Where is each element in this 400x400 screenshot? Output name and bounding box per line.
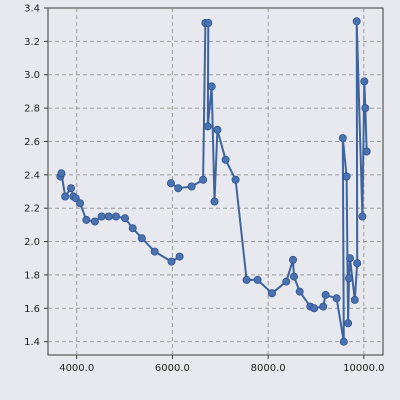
y-tick-label: 3.2 xyxy=(24,37,40,48)
data-point xyxy=(288,255,297,264)
data-point xyxy=(350,295,359,304)
data-point xyxy=(137,234,146,243)
y-tick-label: 2.4 xyxy=(24,170,40,181)
x-tick-label: 8000.0 xyxy=(251,363,286,374)
data-point xyxy=(166,179,175,188)
data-point xyxy=(361,104,370,113)
x-tick-label: 6000.0 xyxy=(155,363,190,374)
data-point xyxy=(253,275,262,284)
data-point xyxy=(76,199,85,208)
data-point xyxy=(203,122,212,131)
data-point xyxy=(362,147,371,156)
data-point xyxy=(319,302,328,311)
data-point xyxy=(175,252,184,261)
data-point xyxy=(174,184,183,193)
data-point xyxy=(221,155,230,164)
y-tick-label: 1.4 xyxy=(24,337,40,348)
data-point xyxy=(242,275,251,284)
data-point xyxy=(90,217,99,226)
y-tick-label: 3.0 xyxy=(24,70,40,81)
data-point xyxy=(150,247,159,256)
data-point xyxy=(71,194,80,203)
y-tick-label: 2.6 xyxy=(24,137,40,148)
data-point xyxy=(210,197,219,206)
data-point xyxy=(128,224,137,233)
data-point xyxy=(104,212,113,221)
data-point xyxy=(61,192,70,201)
data-point xyxy=(167,257,176,266)
data-point xyxy=(57,169,66,178)
data-point xyxy=(310,304,319,313)
data-point xyxy=(352,17,361,26)
data-point xyxy=(295,287,304,296)
data-point xyxy=(121,214,130,223)
y-tick-label: 2.8 xyxy=(24,104,40,115)
data-point xyxy=(82,215,91,224)
data-point xyxy=(97,212,106,221)
data-point xyxy=(353,259,362,268)
y-tick-label: 2.0 xyxy=(24,237,40,248)
data-point xyxy=(289,272,298,281)
y-tick-label: 1.8 xyxy=(24,270,40,281)
data-point xyxy=(231,175,240,184)
data-point xyxy=(344,274,353,283)
axes: 4000.0 6000.0 8000.0 10000.0 1.4 1.6 1.8 2.0 2.2… xyxy=(24,4,384,375)
data-point xyxy=(199,175,208,184)
data-point xyxy=(360,77,369,86)
y-tick-label: 2.2 xyxy=(24,204,40,215)
data-point xyxy=(207,82,216,91)
data-point xyxy=(338,134,347,143)
data-point xyxy=(345,254,354,263)
grid-lines xyxy=(48,8,383,355)
data-point xyxy=(358,212,367,221)
data-point xyxy=(344,319,353,328)
data-point xyxy=(339,337,348,346)
data-point xyxy=(213,125,222,134)
x-tick-label: 10000.0 xyxy=(343,363,384,374)
data-point xyxy=(267,289,276,298)
y-tick-label: 3.4 xyxy=(24,4,40,15)
data-point xyxy=(204,18,213,27)
y-tick-label: 1.6 xyxy=(24,304,40,315)
x-tick-label: 4000.0 xyxy=(59,363,94,374)
data-point xyxy=(321,290,330,299)
data-point xyxy=(342,172,351,181)
data-point xyxy=(67,184,76,193)
data-point xyxy=(112,212,121,221)
data-point xyxy=(332,294,341,303)
data-point xyxy=(187,182,196,191)
series-layer xyxy=(56,17,371,346)
data-point xyxy=(282,277,291,286)
